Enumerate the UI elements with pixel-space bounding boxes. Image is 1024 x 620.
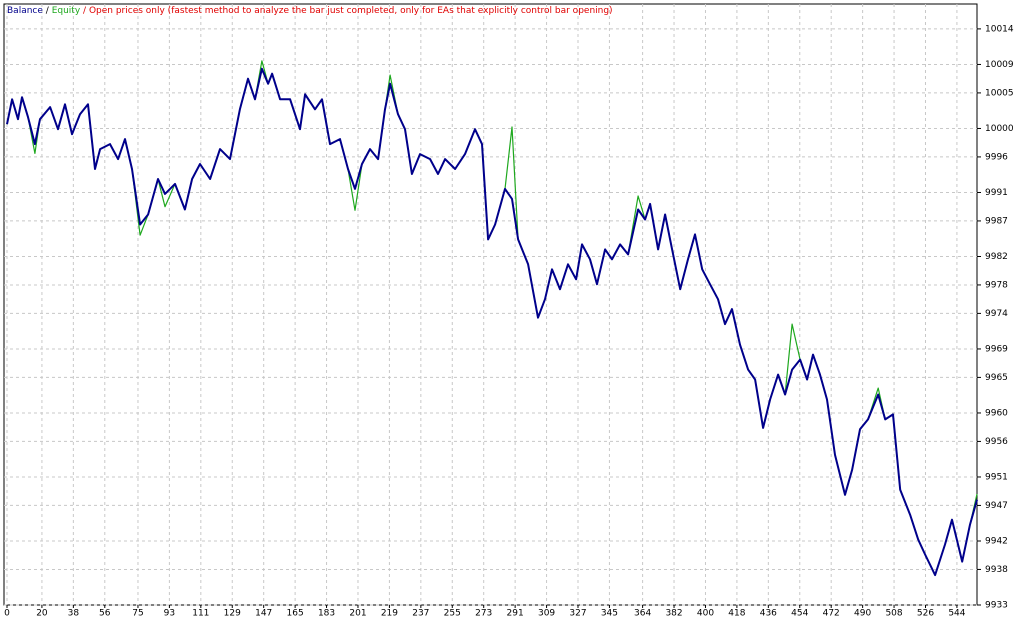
x-tick-label: 147 bbox=[255, 609, 272, 619]
x-tick-label: 219 bbox=[381, 609, 398, 619]
x-tick-label: 508 bbox=[885, 609, 902, 619]
x-tick-label: 93 bbox=[164, 609, 175, 619]
y-tick-label: 9974 bbox=[985, 309, 1008, 319]
x-tick-label: 183 bbox=[318, 609, 335, 619]
y-tick-label: 9942 bbox=[985, 536, 1008, 546]
y-tick-label: 9947 bbox=[985, 501, 1008, 511]
x-tick-label: 0 bbox=[4, 609, 10, 619]
x-tick-label: 165 bbox=[287, 609, 304, 619]
x-tick-label: 38 bbox=[68, 609, 80, 619]
x-tick-label: 237 bbox=[412, 609, 429, 619]
x-tick-label: 273 bbox=[475, 609, 492, 619]
series-line bbox=[6, 67, 978, 577]
y-tick-label: 10014 bbox=[985, 24, 1014, 34]
y-tick-label: 9996 bbox=[985, 152, 1008, 162]
y-tick-label: 9969 bbox=[985, 344, 1008, 354]
x-tick-label: 490 bbox=[854, 609, 871, 619]
y-tick-label: 9987 bbox=[985, 216, 1008, 226]
x-tick-label: 291 bbox=[507, 609, 524, 619]
y-tick-label: 9991 bbox=[985, 188, 1008, 198]
x-tick-label: 327 bbox=[569, 609, 586, 619]
y-tick-label: 9960 bbox=[985, 408, 1008, 418]
x-tick-label: 400 bbox=[697, 609, 714, 619]
x-tick-label: 56 bbox=[99, 609, 111, 619]
x-tick-label: 129 bbox=[224, 609, 241, 619]
y-tick-label: 10000 bbox=[985, 124, 1014, 134]
x-tick-label: 418 bbox=[728, 609, 745, 619]
y-tick-label: 9938 bbox=[985, 565, 1008, 575]
y-tick-label: 9933 bbox=[985, 601, 1008, 611]
x-tick-label: 255 bbox=[444, 609, 461, 619]
legend: Balance / Equity / Open prices only (fas… bbox=[7, 6, 613, 16]
y-tick-label: 10009 bbox=[985, 60, 1014, 70]
y-tick-label: 9965 bbox=[985, 373, 1008, 383]
x-tick-label: 309 bbox=[538, 609, 555, 619]
x-tick-label: 201 bbox=[349, 609, 366, 619]
x-tick-label: 454 bbox=[791, 609, 808, 619]
x-tick-label: 364 bbox=[634, 609, 651, 619]
plot-frame bbox=[3, 3, 978, 606]
x-tick-label: 526 bbox=[917, 609, 934, 619]
annotation: / Open prices only (fastest method to an… bbox=[83, 6, 613, 16]
legend-separator: / bbox=[46, 6, 50, 16]
y-tick-label: 9978 bbox=[985, 280, 1008, 290]
x-tick-label: 544 bbox=[948, 609, 965, 619]
x-tick-label: 75 bbox=[132, 609, 143, 619]
y-tick-label: 9982 bbox=[985, 252, 1008, 262]
x-tick-label: 436 bbox=[760, 609, 777, 619]
y-tick-label: 10005 bbox=[985, 88, 1014, 98]
x-tick-label: 382 bbox=[665, 609, 682, 619]
x-tick-label: 345 bbox=[601, 609, 618, 619]
x-tick-label: 472 bbox=[823, 609, 840, 619]
x-tick-label: 111 bbox=[192, 609, 209, 619]
legend-entry: Equity bbox=[52, 6, 81, 16]
legend-entry: Balance bbox=[7, 6, 43, 16]
x-tick-label: 20 bbox=[36, 609, 48, 619]
y-tick-label: 9951 bbox=[985, 472, 1008, 482]
y-tick-label: 9956 bbox=[985, 437, 1008, 447]
